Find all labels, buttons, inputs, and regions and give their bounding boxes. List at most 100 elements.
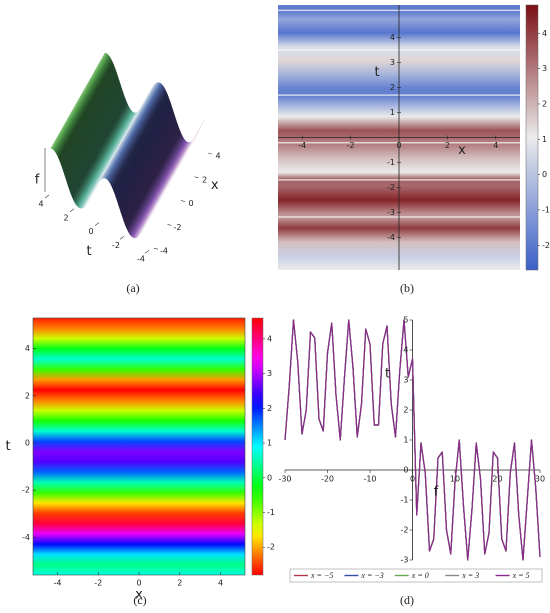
- colorbar: [525, 4, 539, 271]
- x-tick-label: 0: [410, 475, 415, 484]
- y-tick-label: -4: [137, 255, 145, 264]
- x-tick-label: 20: [492, 475, 502, 484]
- x-tick-label: -30: [278, 475, 291, 484]
- legend-label: x = 5: [512, 571, 530, 580]
- y-tick-label: 0: [88, 227, 93, 236]
- y-tick-label: -3: [387, 208, 395, 217]
- y-tick-label: 4: [25, 344, 30, 353]
- y-axis-label: t: [385, 367, 390, 382]
- y-tick-label: -2: [112, 241, 120, 250]
- legend-box: [289, 568, 543, 583]
- x-tick-label: 30: [535, 475, 545, 484]
- y-tick: [69, 208, 75, 213]
- colorbar-tick-label: 4: [267, 334, 272, 343]
- x-tick: [207, 152, 213, 155]
- legend-label: x = −3: [360, 571, 383, 580]
- legend-label: x = 0: [411, 571, 429, 580]
- x-tick: [167, 224, 172, 226]
- y-tick-label: 2: [390, 83, 395, 92]
- colorbar-tick-label: 1: [542, 135, 547, 144]
- y-tick: [44, 194, 50, 199]
- surface-strip: [149, 118, 206, 216]
- x-tick-label: -20: [321, 475, 334, 484]
- colorbar: [251, 317, 264, 576]
- x-axis-label: x: [135, 588, 143, 603]
- y-tick-label: -2: [387, 183, 395, 192]
- y-tick-label: 3: [390, 58, 395, 67]
- x-tick: [180, 200, 186, 202]
- colorbar-tick-label: -1: [267, 508, 275, 517]
- x-tick: [153, 247, 159, 250]
- y-tick-label: -3: [401, 556, 409, 565]
- colorbar-tick-label: 3: [267, 369, 272, 378]
- x-tick-label: -4: [298, 141, 306, 150]
- colorbar-tick-label: 0: [267, 473, 272, 482]
- x-tick-label: 4: [493, 141, 498, 150]
- x-axis-label: f: [434, 485, 439, 500]
- legend-label: x = −5: [310, 571, 333, 580]
- density-plot: [33, 318, 245, 575]
- surface: [50, 52, 206, 239]
- y-tick-label: 1: [403, 436, 408, 445]
- y-tick-label: -2: [401, 526, 409, 535]
- y-tick: [94, 222, 100, 226]
- legend-label: x = 3: [461, 571, 479, 580]
- x-tick-label: 2: [177, 579, 182, 588]
- y-axis-label: t: [86, 244, 91, 259]
- colorbar-tick-label: -2: [267, 543, 275, 552]
- caption: (b): [400, 281, 414, 295]
- y-tick-label: 2: [25, 391, 30, 400]
- x-tick-label: -4: [53, 579, 61, 588]
- z-axis-label: f: [35, 173, 40, 188]
- x-tick: [194, 176, 199, 179]
- colorbar-tick-label: 3: [542, 64, 547, 73]
- y-tick-label: -1: [401, 496, 409, 505]
- y-tick-label: 5: [403, 316, 408, 325]
- colorbar-tick-label: -2: [542, 241, 550, 250]
- y-tick-label: 0: [25, 438, 30, 447]
- y-tick-label: 1: [390, 108, 395, 117]
- x-tick-label: -2: [94, 579, 102, 588]
- y-tick-label: -4: [387, 233, 395, 242]
- y-tick-label: -4: [22, 533, 30, 542]
- x-tick-label: 0: [396, 141, 401, 150]
- colorbar-tick-label: 4: [542, 29, 547, 38]
- x-axis-label: x: [211, 178, 219, 193]
- x-tick-label: 0: [188, 199, 193, 208]
- y-tick: [144, 249, 150, 254]
- colorbar-tick-label: 0: [542, 170, 547, 179]
- x-tick-label: -4: [160, 247, 168, 256]
- x-axis-label: x: [458, 143, 466, 158]
- x-tick-label: -10: [363, 475, 376, 484]
- caption: (a): [126, 281, 139, 295]
- y-tick-label: 4: [390, 33, 395, 42]
- legend: x = −5 x = −3 x = 0 x = 3 x = 5: [289, 568, 543, 583]
- colorbar-tick-label: 2: [267, 404, 272, 413]
- y-tick-label: 0: [403, 466, 408, 475]
- y-tick-label: 4: [403, 346, 408, 355]
- y-axis-label: t: [374, 65, 379, 80]
- y-tick-label: 2: [63, 213, 68, 222]
- y-tick-label: 2: [403, 406, 408, 415]
- y-axis-label: t: [5, 439, 10, 454]
- x-tick-label: -2: [174, 223, 182, 232]
- y-tick-label: 4: [38, 200, 43, 209]
- colorbar-tick-label: 2: [542, 99, 547, 108]
- x-tick-label: -2: [347, 141, 355, 150]
- x-tick-label: 2: [445, 141, 450, 150]
- y-tick-label: -1: [387, 158, 395, 167]
- x-tick-label: 10: [450, 475, 460, 484]
- x-tick-label: 2: [202, 175, 207, 184]
- y-tick-label: 3: [403, 376, 408, 385]
- caption: (d): [400, 593, 414, 607]
- series-line: [284, 319, 541, 561]
- caption: (c): [133, 593, 146, 607]
- y-tick: [119, 236, 125, 240]
- x-tick-label: 4: [218, 579, 223, 588]
- x-tick-label: 0: [136, 579, 141, 588]
- x-tick-label: 4: [215, 152, 220, 161]
- colorbar-tick-label: -1: [542, 205, 550, 214]
- colorbar-tick-label: 1: [267, 439, 272, 448]
- y-tick-label: -2: [22, 486, 30, 495]
